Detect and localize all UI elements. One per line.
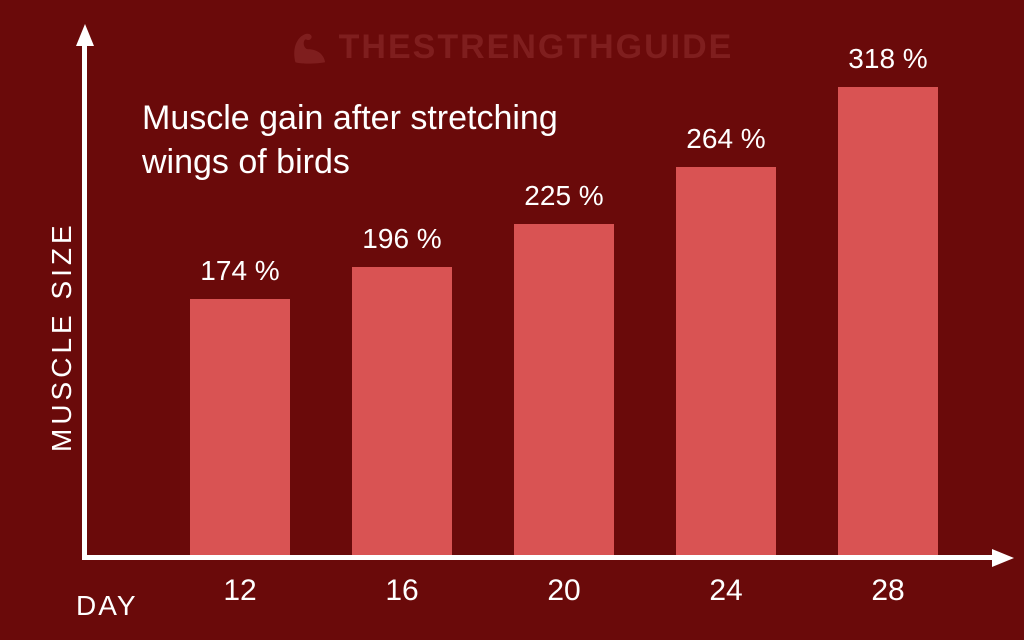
bar-value-label: 225 %: [514, 180, 614, 212]
y-axis-line: [82, 40, 87, 560]
bar-value-label: 196 %: [352, 223, 452, 255]
bar-value-label: 318 %: [838, 43, 938, 75]
y-axis-arrow: [76, 24, 94, 46]
x-tick-20: 20: [514, 574, 614, 608]
bar-day-24: 264 %: [676, 167, 776, 555]
x-tick-28: 28: [838, 574, 938, 608]
y-axis-label: MUSCLE SIZE: [46, 221, 78, 452]
bar-day-12: 174 %: [190, 299, 290, 555]
chart-plot-area: 174 % 196 % 225 % 264 % 318 %: [82, 40, 992, 560]
x-tick-16: 16: [352, 574, 452, 608]
bar-day-20: 225 %: [514, 224, 614, 555]
x-tick-24: 24: [676, 574, 776, 608]
x-tick-12: 12: [190, 574, 290, 608]
bar-value-label: 264 %: [676, 123, 776, 155]
bar-day-16: 196 %: [352, 267, 452, 555]
bar-day-28: 318 %: [838, 87, 938, 555]
x-axis-line: [82, 555, 992, 560]
x-axis-arrow: [992, 549, 1014, 567]
bar-value-label: 174 %: [190, 255, 290, 287]
x-axis-caption: DAY: [76, 590, 138, 622]
